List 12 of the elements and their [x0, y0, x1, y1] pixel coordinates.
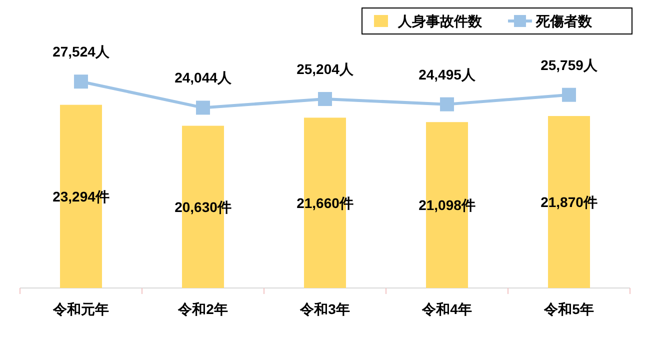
legend-label: 死傷者数: [535, 13, 593, 29]
x-tick-label: 令和元年: [52, 301, 109, 317]
x-tick-label: 令和5年: [543, 301, 594, 317]
data-label: 25,759人: [540, 56, 598, 73]
legend-label: 人身事故件数: [397, 13, 483, 29]
data-label: 25,204人: [296, 60, 354, 77]
x-tick-label: 令和2年: [177, 301, 228, 317]
data-label: 27,524人: [52, 44, 110, 60]
x-tick-label: 令和3年: [299, 301, 350, 317]
x-tick-label: 令和4年: [421, 301, 472, 317]
data-label: 24,495人: [418, 66, 476, 82]
data-label: 24,044人: [174, 70, 232, 86]
